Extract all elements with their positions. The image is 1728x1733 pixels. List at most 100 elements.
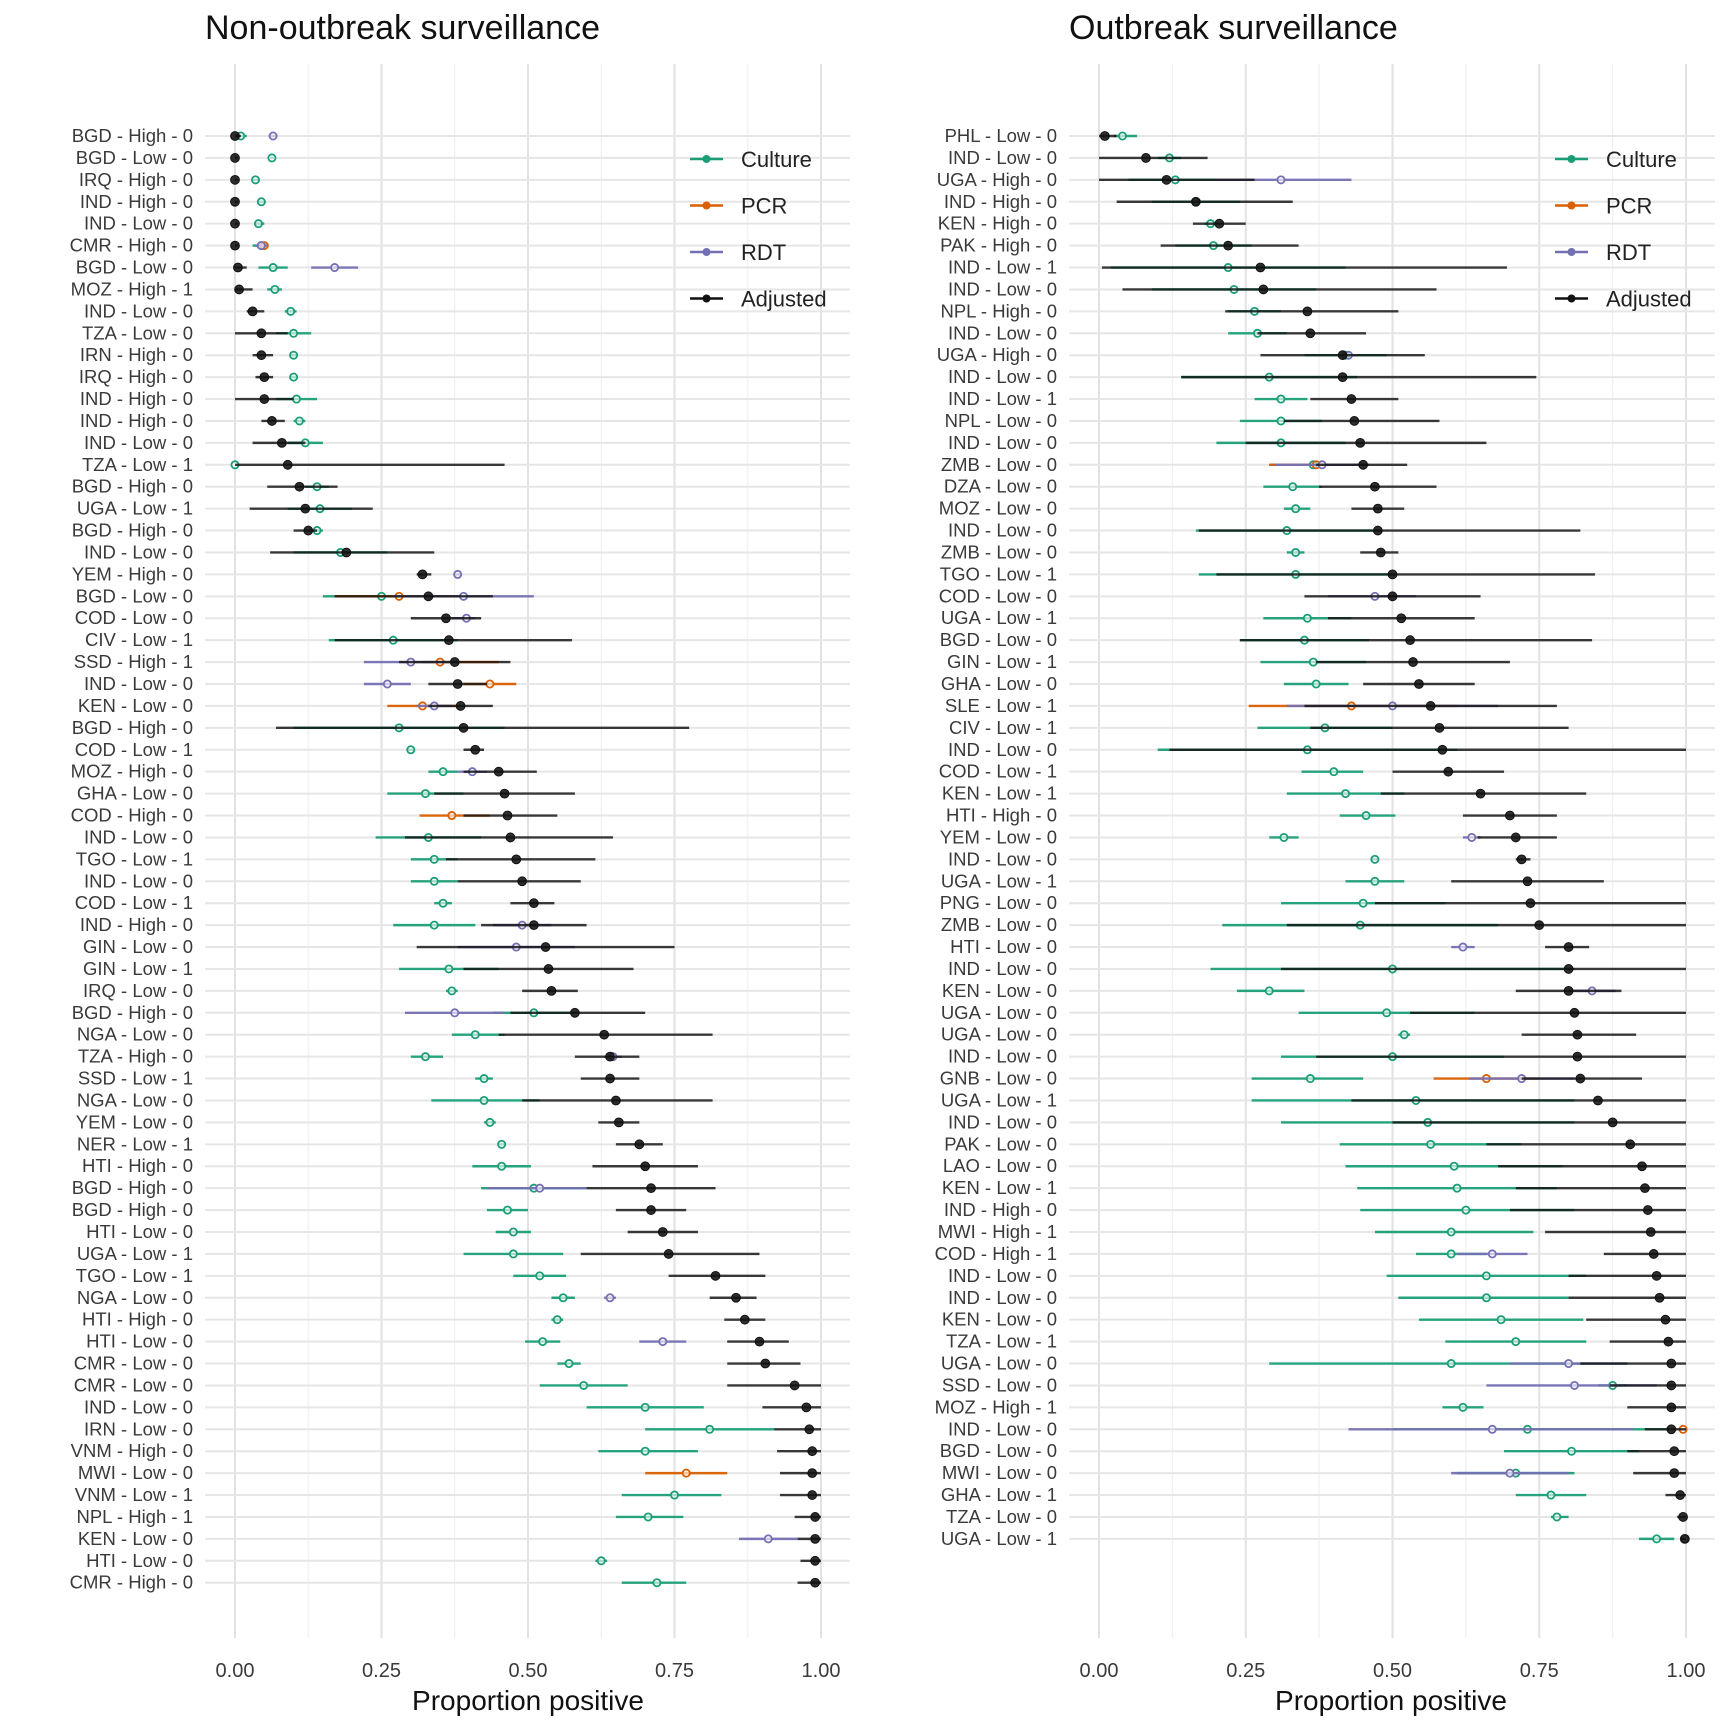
- rdt-point: [1564, 1359, 1574, 1369]
- panel-title: Non-outbreak surveillance: [205, 9, 600, 47]
- adjusted-point: [282, 459, 293, 470]
- adjusted-point: [230, 131, 240, 141]
- panel-title: Outbreak surveillance: [1069, 9, 1398, 47]
- category-label: UGA - High - 0: [937, 344, 1057, 365]
- adjusted-point: [1190, 196, 1201, 207]
- pcr-point: [681, 1468, 691, 1478]
- category-label: BGD - Low - 0: [76, 257, 193, 278]
- culture-point: [640, 1402, 650, 1412]
- adjusted-point: [605, 1051, 615, 1062]
- category-label: SSD - Low - 0: [942, 1374, 1057, 1395]
- adjusted-point: [1522, 876, 1533, 887]
- adjusted-point: [1387, 591, 1398, 602]
- category-label: COD - Low - 0: [75, 607, 193, 628]
- adjusted-point: [1349, 416, 1360, 426]
- culture-point: [1552, 1512, 1562, 1522]
- culture-point: [292, 394, 302, 404]
- culture-point: [294, 416, 304, 426]
- rdt-point: [330, 263, 340, 273]
- x-tick-label: 1.00: [1667, 1660, 1706, 1682]
- category-label: MWI - High - 1: [938, 1221, 1057, 1242]
- rdt-point: [1487, 1249, 1497, 1259]
- category-label: IND - Low - 0: [948, 278, 1057, 299]
- adjusted-point: [230, 153, 240, 163]
- category-label: CMR - High - 0: [70, 235, 193, 256]
- x-tick-label: 0.00: [216, 1660, 255, 1682]
- adjusted-point: [731, 1292, 741, 1303]
- category-label: COD - Low - 1: [939, 761, 1057, 782]
- category-label: IRQ - Low - 0: [83, 980, 193, 1001]
- adjusted-point: [1625, 1139, 1636, 1150]
- category-label: NGA - Low - 0: [77, 1024, 193, 1045]
- adjusted-point: [493, 766, 504, 777]
- category-label: GIN - Low - 0: [83, 936, 193, 957]
- category-label: BGD - High - 0: [72, 520, 193, 541]
- culture-point: [289, 328, 299, 338]
- adjusted-point: [1642, 1205, 1653, 1215]
- category-label: NPL - High - 0: [940, 300, 1057, 321]
- adjusted-point: [646, 1205, 656, 1215]
- category-label: NGA - Low - 0: [77, 1287, 193, 1308]
- adjusted-point: [1355, 437, 1366, 448]
- culture-point: [508, 1249, 518, 1259]
- rdt-point: [453, 569, 463, 579]
- category-label: MOZ - Low - 0: [939, 498, 1057, 519]
- adjusted-point: [1358, 459, 1369, 470]
- adjusted-point: [739, 1314, 750, 1325]
- adjusted-point: [276, 437, 287, 448]
- adjusted-point: [528, 920, 539, 931]
- adjusted-point: [1572, 1051, 1583, 1062]
- culture-point: [289, 350, 299, 360]
- adjusted-point: [1372, 503, 1383, 514]
- category-label: BGD - Low - 0: [76, 147, 193, 168]
- culture-point: [552, 1315, 562, 1325]
- adjusted-point: [1607, 1117, 1618, 1128]
- culture-point: [420, 789, 430, 799]
- culture-point: [1361, 811, 1371, 821]
- category-label: CMR - High - 0: [70, 1572, 193, 1593]
- adjusted-point: [1640, 1183, 1650, 1194]
- adjusted-point: [230, 174, 240, 185]
- culture-point: [1370, 854, 1380, 864]
- pcr-point: [485, 679, 495, 689]
- culture-point: [406, 745, 416, 755]
- category-label: HTI - High - 0: [82, 1309, 193, 1330]
- legend-key-point: [1567, 201, 1576, 210]
- category-label: UGA - Low - 1: [941, 870, 1057, 891]
- adjusted-point: [640, 1161, 651, 1172]
- category-label: SSD - High - 1: [74, 651, 193, 672]
- category-label: BGD - High - 0: [72, 476, 193, 497]
- rdt-point: [1505, 1468, 1515, 1478]
- adjusted-point: [1575, 1073, 1586, 1084]
- category-label: UGA - Low - 0: [941, 1002, 1057, 1023]
- culture-point: [1446, 1227, 1456, 1237]
- adjusted-point: [1505, 810, 1515, 821]
- adjusted-point: [789, 1380, 800, 1391]
- category-label: COD - Low - 0: [939, 585, 1057, 606]
- category-label: KEN - Low - 0: [78, 695, 193, 716]
- adjusted-point: [443, 635, 454, 646]
- category-label: GIN - Low - 1: [83, 958, 193, 979]
- category-label: IND - Low - 0: [948, 1111, 1057, 1132]
- category-label: MOZ - High - 0: [71, 761, 193, 782]
- x-tick-label: 0.25: [362, 1660, 401, 1682]
- category-label: IRN - Low - 0: [84, 1418, 193, 1439]
- adjusted-point: [300, 503, 311, 514]
- culture-point: [564, 1359, 574, 1369]
- culture-point: [1399, 1030, 1409, 1040]
- category-label: YEM - High - 0: [72, 563, 193, 584]
- category-label: HTI - Low - 0: [86, 1221, 193, 1242]
- culture-point: [596, 1556, 606, 1566]
- culture-point: [267, 153, 277, 163]
- x-tick-label: 0.00: [1080, 1660, 1119, 1682]
- rdt-point: [1458, 942, 1468, 952]
- category-label: PAK - Low - 0: [944, 1133, 1057, 1154]
- category-label: BGD - High - 0: [72, 125, 193, 146]
- category-label: GHA - Low - 0: [941, 673, 1057, 694]
- culture-point: [508, 1227, 518, 1237]
- rdt-point: [763, 1534, 773, 1544]
- legend-key-point: [702, 294, 711, 303]
- legend-label: Adjusted: [1606, 287, 1692, 312]
- adjusted-point: [341, 547, 352, 558]
- category-label: BGD - Low - 0: [76, 585, 193, 606]
